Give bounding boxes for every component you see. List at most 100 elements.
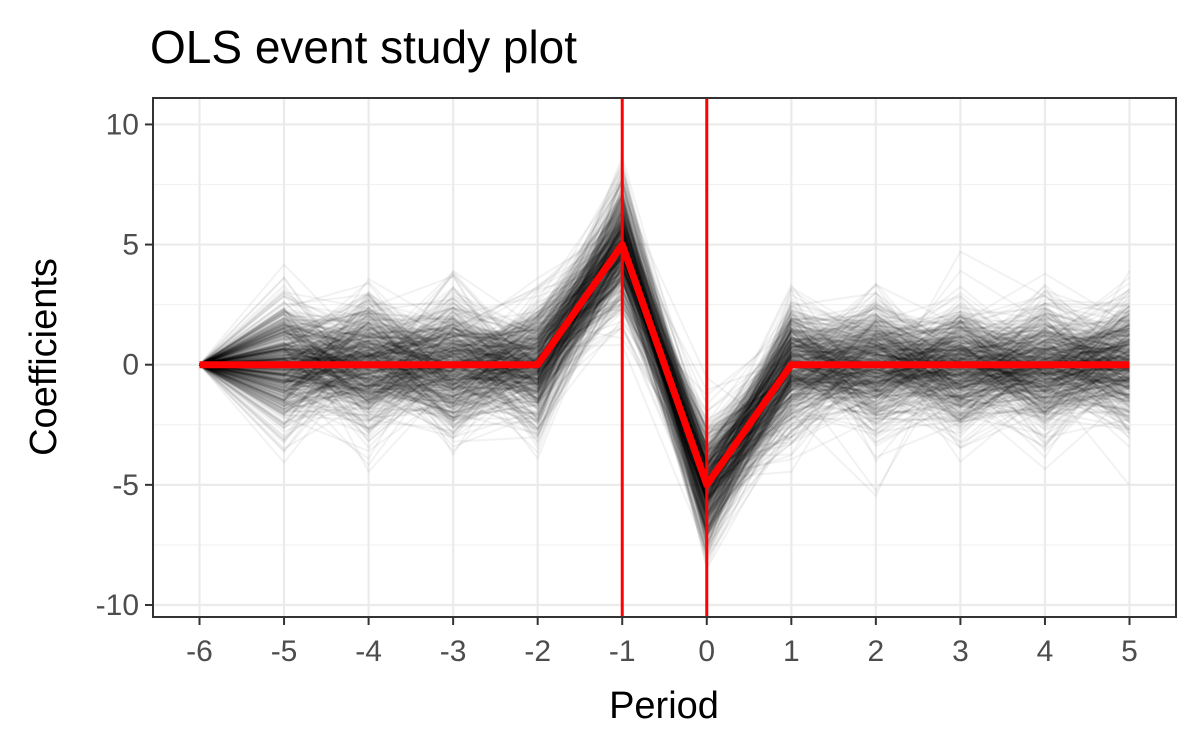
simulated-draw-line [199,257,1130,512]
simulated-draw-line [198,202,1130,474]
simulated-draw-line [199,313,1131,455]
simulated-draw-line [199,256,1130,514]
simulated-draw-line [199,291,1131,532]
simulated-draw-line [198,204,1130,572]
simulated-draw-line [199,220,1130,456]
x-tick-label: -5 [271,635,298,668]
simulated-draw-line [199,252,1130,535]
panel-border [152,97,1177,618]
simulated-draw-line [199,281,1130,504]
simulated-draw-line [199,213,1130,453]
simulated-draw-line [199,194,1130,498]
simulated-draw-line [199,226,1130,536]
simulated-draw-line [199,226,1131,466]
simulated-draw-line [199,219,1131,488]
simulated-draw-line [199,303,1130,462]
simulated-draw-line [198,260,1130,508]
simulated-draw-line [199,268,1131,539]
simulated-draw-line [199,279,1130,476]
x-tick-label: 1 [783,635,800,668]
simulated-draw-line [199,292,1130,496]
simulated-draw-line [199,296,1130,481]
x-tick-label: -2 [524,635,551,668]
simulated-draw-line [198,272,1130,479]
simulated-draw-line [199,287,1130,501]
simulated-draw-line [199,197,1131,493]
simulated-draw-line [199,272,1131,462]
simulated-draw-line [199,176,1130,471]
simulated-draw-line [199,286,1130,506]
series-layer [199,241,1130,489]
simulated-draw-line [199,221,1130,466]
simulated-draw-line [199,256,1130,540]
simulated-draw-line [199,196,1130,504]
simulated-draw-line [199,211,1131,474]
simulated-draw-line [198,232,1130,467]
simulated-draw-line [199,191,1130,473]
simulated-draw-line [199,258,1130,449]
simulated-draw-line [199,236,1131,534]
simulated-draw-line [199,224,1130,456]
simulated-draw-line [199,224,1130,449]
simulated-draw-line [199,251,1131,514]
simulated-draw-line [199,311,1131,488]
simulated-draw-line [199,228,1130,538]
simulated-draw-line [199,211,1130,463]
simulated-draw-line [199,209,1130,440]
simulated-draw-line [199,239,1131,437]
simulated-draw-line [199,204,1130,488]
simulated-draw-line [199,297,1131,499]
simulated-draw-line [198,206,1130,462]
simulated-draw-line [199,193,1130,465]
simulated-draw-line [198,233,1130,474]
simulated-draw-line [199,228,1131,560]
simulated-draw-line [199,279,1131,513]
simulated-draw-line [199,274,1130,552]
simulated-draw-line [199,303,1131,488]
simulated-draw-line [199,253,1130,448]
simulated-draw-line [199,246,1130,515]
simulated-draw-line [199,256,1130,501]
simulated-draw-line [199,232,1130,460]
simulated-draw-line [199,202,1130,550]
simulated-draw-line [199,220,1131,445]
simulated-draw-line [199,266,1131,559]
simulated-draw-line [199,293,1130,472]
simulated-draw-line [199,251,1130,506]
simulated-draw-line [198,263,1130,527]
simulated-draw-line [199,262,1131,529]
simulated-draw-line [199,267,1131,491]
simulated-draw-line [199,231,1130,431]
simulated-draw-line [199,230,1130,475]
simulated-draw-line [199,249,1131,518]
simulated-draw-line [199,273,1131,478]
simulated-draw-line [199,301,1131,469]
simulated-draw-line [199,251,1130,560]
simulated-draw-line [199,272,1130,497]
simulated-draw-line [199,274,1130,555]
simulated-draw-line [199,236,1130,439]
simulated-draw-line [199,295,1130,504]
simulated-draw-line [199,234,1130,527]
simulated-draw-line [198,219,1130,460]
simulated-draw-line [199,174,1130,432]
simulated-draw-line [199,237,1130,470]
simulated-draw-line [198,278,1131,503]
simulated-draw-line [199,233,1131,467]
simulated-draw-line [199,215,1130,435]
simulated-draw-line [199,191,1130,457]
simulated-draw-line [199,266,1130,440]
simulated-draw-line [198,228,1130,548]
simulated-draw-line [199,208,1130,415]
x-tick-label: 2 [868,635,885,668]
simulated-draw-line [199,239,1131,530]
simulated-draw-line [199,244,1131,522]
simulated-draw-line [199,292,1130,510]
simulated-draw-line [198,263,1130,493]
simulated-draw-line [199,295,1130,504]
simulated-draw-line [198,233,1130,449]
simulated-draw-line [199,204,1130,501]
simulated-draw-line [199,218,1131,432]
simulated-draw-line [199,235,1130,520]
simulated-draw-line [199,220,1130,483]
